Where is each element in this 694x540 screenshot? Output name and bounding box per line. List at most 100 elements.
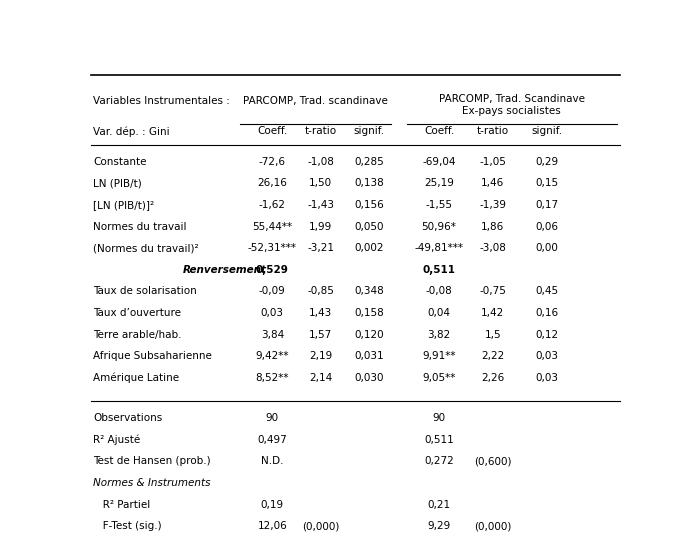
Text: 0,529: 0,529	[256, 265, 289, 275]
Text: -1,08: -1,08	[307, 157, 334, 167]
Text: -1,05: -1,05	[480, 157, 506, 167]
Text: 0,16: 0,16	[535, 308, 558, 318]
Text: -72,6: -72,6	[259, 157, 286, 167]
Text: Renversement: Renversement	[183, 265, 267, 275]
Text: 2,19: 2,19	[309, 352, 332, 361]
Text: Observations: Observations	[93, 413, 162, 423]
Text: [LN (PIB/t)]²: [LN (PIB/t)]²	[93, 200, 154, 210]
Text: 0,511: 0,511	[423, 265, 455, 275]
Text: Normes & Instruments: Normes & Instruments	[93, 478, 211, 488]
Text: 0,15: 0,15	[535, 178, 558, 188]
Text: (0,000): (0,000)	[302, 521, 339, 531]
Text: 0,138: 0,138	[354, 178, 384, 188]
Text: 9,29: 9,29	[428, 521, 450, 531]
Text: 0,19: 0,19	[261, 500, 284, 510]
Text: LN (PIB/t): LN (PIB/t)	[93, 178, 142, 188]
Text: 0,511: 0,511	[424, 435, 454, 445]
Text: 0,497: 0,497	[257, 435, 287, 445]
Text: 9,05**: 9,05**	[423, 373, 456, 383]
Text: 0,06: 0,06	[535, 221, 558, 232]
Text: Taux de solarisation: Taux de solarisation	[93, 286, 197, 296]
Text: Test de Hansen (prob.): Test de Hansen (prob.)	[93, 456, 211, 467]
Text: 1,99: 1,99	[309, 221, 332, 232]
Text: 12,06: 12,06	[257, 521, 287, 531]
Text: 1,43: 1,43	[309, 308, 332, 318]
Text: -3,21: -3,21	[307, 243, 335, 253]
Text: R² Ajusté: R² Ajusté	[93, 435, 140, 446]
Text: Amérique Latine: Amérique Latine	[93, 373, 179, 383]
Text: 2,14: 2,14	[309, 373, 332, 383]
Text: (0,600): (0,600)	[474, 456, 511, 467]
Text: signif.: signif.	[531, 126, 562, 136]
Text: 0,030: 0,030	[355, 373, 384, 383]
Text: Var. dép. : Gini: Var. dép. : Gini	[93, 126, 170, 137]
Text: 26,16: 26,16	[257, 178, 287, 188]
Text: -69,04: -69,04	[422, 157, 456, 167]
Text: -0,75: -0,75	[480, 286, 506, 296]
Text: Afrique Subsaharienne: Afrique Subsaharienne	[93, 352, 212, 361]
Text: 0,04: 0,04	[428, 308, 450, 318]
Text: Coeff.: Coeff.	[424, 126, 454, 136]
Text: -0,85: -0,85	[307, 286, 334, 296]
Text: signif.: signif.	[353, 126, 384, 136]
Text: 9,91**: 9,91**	[422, 352, 456, 361]
Text: -0,09: -0,09	[259, 286, 286, 296]
Text: 0,45: 0,45	[535, 286, 558, 296]
Text: 8,52**: 8,52**	[255, 373, 289, 383]
Text: 1,46: 1,46	[481, 178, 505, 188]
Text: Constante: Constante	[93, 157, 146, 167]
Text: (0,000): (0,000)	[474, 521, 511, 531]
Text: Terre arable/hab.: Terre arable/hab.	[93, 329, 182, 340]
Text: -1,62: -1,62	[259, 200, 286, 210]
Text: 50,96*: 50,96*	[421, 221, 457, 232]
Text: -1,55: -1,55	[425, 200, 452, 210]
Text: Variables Instrumentales :: Variables Instrumentales :	[93, 96, 230, 106]
Text: 0,285: 0,285	[354, 157, 384, 167]
Text: 0,158: 0,158	[354, 308, 384, 318]
Text: 0,03: 0,03	[535, 373, 558, 383]
Text: 90: 90	[266, 413, 279, 423]
Text: (Normes du travail)²: (Normes du travail)²	[93, 243, 198, 253]
Text: 0,002: 0,002	[355, 243, 384, 253]
Text: PARCOMP, Trad. Scandinave
Ex-pays socialistes: PARCOMP, Trad. Scandinave Ex-pays social…	[439, 94, 584, 116]
Text: N.D.: N.D.	[261, 456, 284, 467]
Text: 0,21: 0,21	[428, 500, 450, 510]
Text: 90: 90	[432, 413, 446, 423]
Text: 1,42: 1,42	[481, 308, 505, 318]
Text: 0,348: 0,348	[354, 286, 384, 296]
Text: t-ratio: t-ratio	[305, 126, 337, 136]
Text: 0,00: 0,00	[535, 243, 558, 253]
Text: 9,42**: 9,42**	[255, 352, 289, 361]
Text: Taux d’ouverture: Taux d’ouverture	[93, 308, 181, 318]
Text: 1,5: 1,5	[484, 329, 501, 340]
Text: Normes du travail: Normes du travail	[93, 221, 187, 232]
Text: 0,17: 0,17	[535, 200, 558, 210]
Text: 0,03: 0,03	[261, 308, 284, 318]
Text: 25,19: 25,19	[424, 178, 454, 188]
Text: 3,84: 3,84	[261, 329, 284, 340]
Text: PARCOMP, Trad. scandinave: PARCOMP, Trad. scandinave	[243, 96, 388, 106]
Text: -1,39: -1,39	[480, 200, 507, 210]
Text: 0,050: 0,050	[355, 221, 384, 232]
Text: -52,31***: -52,31***	[248, 243, 297, 253]
Text: 3,82: 3,82	[428, 329, 450, 340]
Text: -3,08: -3,08	[480, 243, 506, 253]
Text: -0,08: -0,08	[425, 286, 452, 296]
Text: 0,03: 0,03	[535, 352, 558, 361]
Text: 2,22: 2,22	[481, 352, 505, 361]
Text: 1,57: 1,57	[309, 329, 332, 340]
Text: 0,156: 0,156	[354, 200, 384, 210]
Text: 1,50: 1,50	[309, 178, 332, 188]
Text: -1,43: -1,43	[307, 200, 335, 210]
Text: t-ratio: t-ratio	[477, 126, 509, 136]
Text: 2,26: 2,26	[481, 373, 505, 383]
Text: 0,120: 0,120	[355, 329, 384, 340]
Text: 0,031: 0,031	[355, 352, 384, 361]
Text: 0,29: 0,29	[535, 157, 558, 167]
Text: 1,86: 1,86	[481, 221, 505, 232]
Text: R² Partiel: R² Partiel	[93, 500, 151, 510]
Text: 0,12: 0,12	[535, 329, 558, 340]
Text: F-Test (sig.): F-Test (sig.)	[93, 521, 162, 531]
Text: Coeff.: Coeff.	[257, 126, 287, 136]
Text: 0,272: 0,272	[424, 456, 454, 467]
